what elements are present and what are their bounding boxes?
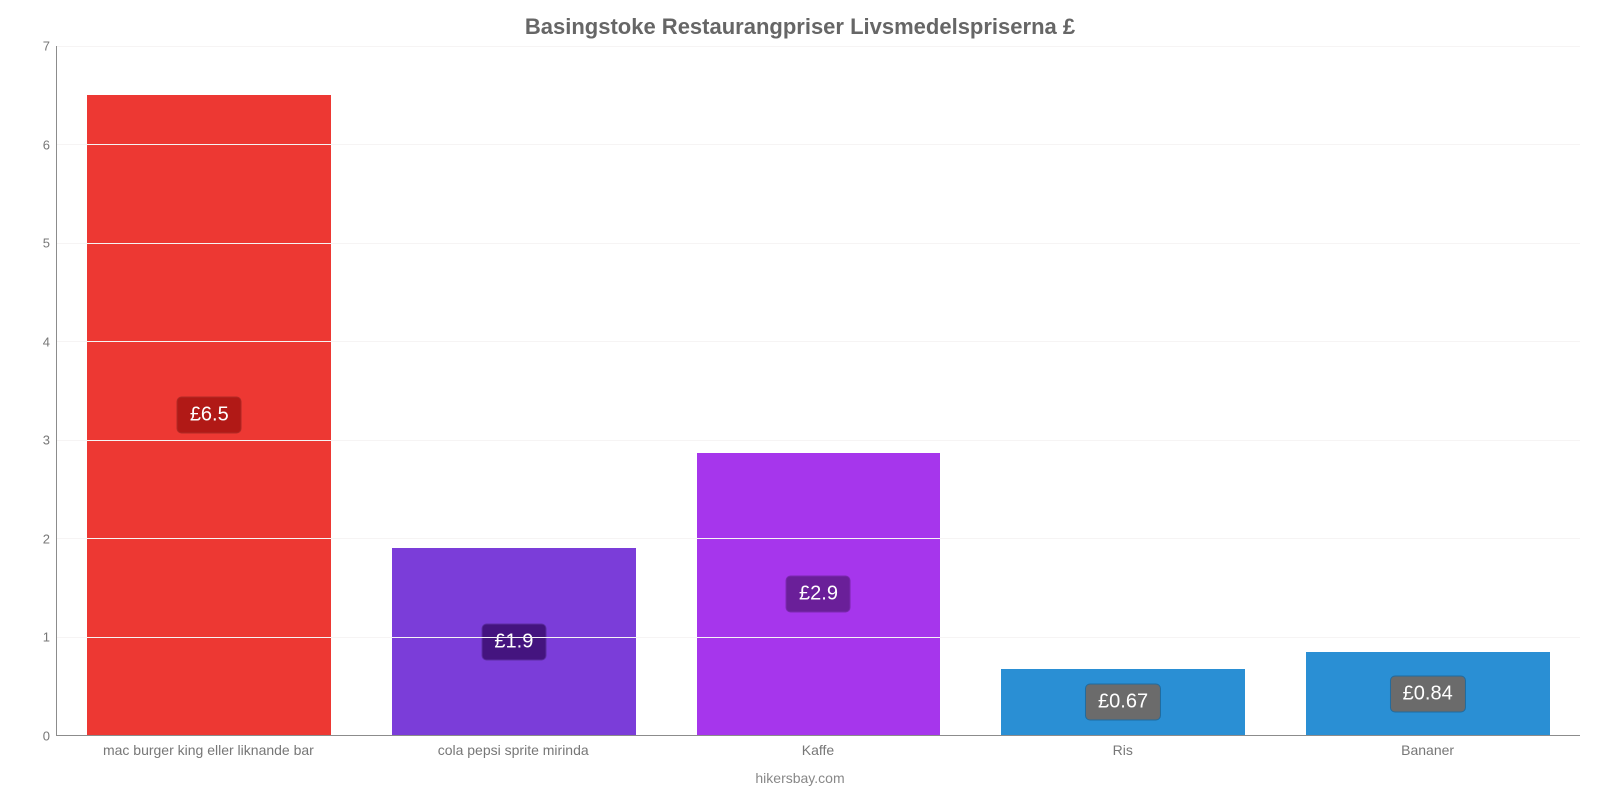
value-badge: £0.84 [1391,676,1465,711]
bar-chart: Basingstoke Restaurangpriser Livsmedelsp… [0,0,1600,800]
gridline [57,637,1580,638]
y-tick-label: 5 [43,236,50,251]
plot-row: 01234567 £6.5£1.9£2.9£0.67£0.84 [20,46,1580,736]
x-tick-label: Bananer [1401,742,1454,758]
value-badge: £2.9 [787,576,850,611]
value-badge: £1.9 [482,624,545,659]
y-tick-label: 1 [43,630,50,645]
gridline [57,46,1580,47]
y-tick-label: 7 [43,39,50,54]
gridline [57,341,1580,342]
value-badge: £6.5 [178,398,241,433]
gridline [57,440,1580,441]
bars-layer: £6.5 £1.9 £2.9 £0.67 £0.84 [57,46,1580,735]
gridline [57,243,1580,244]
bar: £2.9 [697,453,941,735]
bar: £1.9 [392,548,636,735]
y-tick-label: 3 [43,433,50,448]
chart-footer: hikersbay.com [20,768,1580,790]
gridline [57,144,1580,145]
x-tick-label: mac burger king eller liknande bar [103,742,314,758]
x-axis-row: mac burger king eller liknande bar cola p… [20,736,1580,768]
y-tick-label: 0 [43,729,50,744]
plot-area: £6.5 £1.9 £2.9 £0.67 £0.84 [56,46,1580,736]
y-tick-label: 4 [43,334,50,349]
y-tick-label: 6 [43,137,50,152]
x-tick-label: cola pepsi sprite mirinda [438,742,589,758]
x-tick-label: Ris [1113,742,1133,758]
y-tick-label: 2 [43,531,50,546]
bar: £0.67 [1001,669,1245,735]
value-badge: £0.67 [1086,685,1160,720]
x-axis: mac burger king eller liknande bar cola p… [56,736,1580,768]
y-axis: 01234567 [20,46,56,736]
bar: £6.5 [87,95,331,735]
x-tick-label: Kaffe [802,742,834,758]
chart-title: Basingstoke Restaurangpriser Livsmedelsp… [20,10,1580,46]
gridline [57,538,1580,539]
bar: £0.84 [1306,652,1550,735]
plot-container: 01234567 £6.5£1.9£2.9£0.67£0.84 mac burg… [20,46,1580,790]
